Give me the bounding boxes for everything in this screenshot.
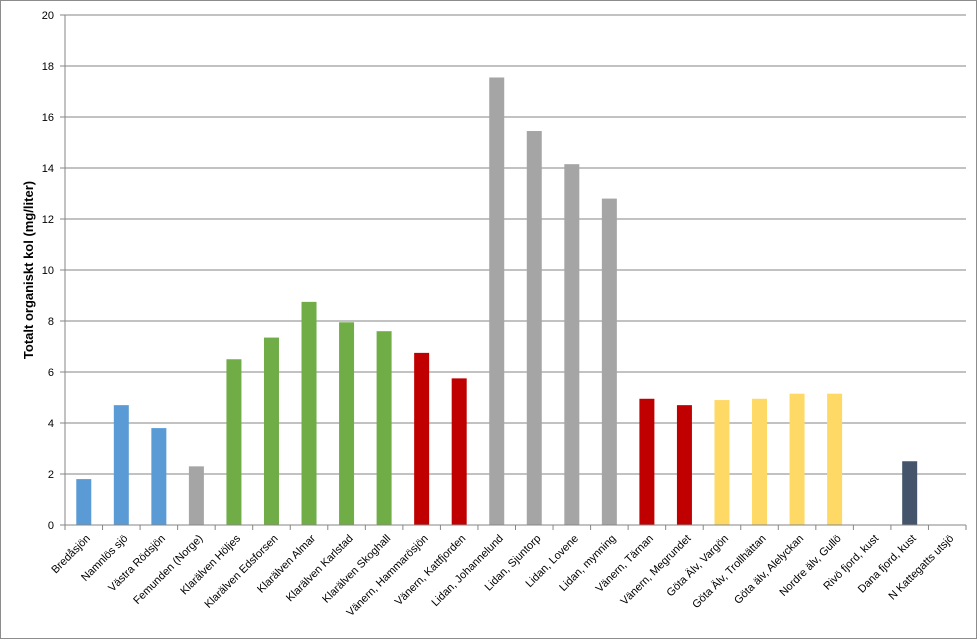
bar [752, 398, 768, 525]
bar [301, 301, 317, 525]
y-tick-label: 0 [48, 520, 54, 532]
bar [526, 131, 542, 525]
y-tick-label: 8 [48, 316, 54, 328]
y-tick-label: 6 [48, 367, 54, 379]
bar [827, 393, 843, 525]
bar [151, 428, 167, 525]
y-tick-label: 14 [42, 163, 54, 175]
bar [451, 378, 467, 525]
y-tick-labels: 0 2 4 6 8 10 12 14 16 18 20 [42, 10, 54, 532]
bar [188, 466, 204, 525]
x-tick-label: Femunden (Norge) [131, 533, 205, 607]
y-tick-label: 20 [42, 10, 54, 22]
axes [60, 14, 967, 530]
x-tick-label: Klarälven Karlstad [284, 533, 356, 605]
y-tick-label: 2 [48, 469, 54, 481]
bars [76, 77, 918, 526]
y-tick-label: 4 [48, 418, 54, 430]
bar [714, 400, 730, 525]
x-tick-label: Göta älv, Alelyckan [732, 533, 806, 607]
y-tick-label: 16 [42, 112, 54, 124]
bar [226, 359, 242, 525]
bar [113, 405, 129, 525]
bar [902, 461, 918, 525]
x-tick-label: Klarälven Edsforsen [202, 533, 280, 611]
x-tick-label: Klarälven Skoghall [320, 533, 393, 606]
x-tick-label: Göta Älv, Trollhättan [690, 533, 768, 611]
bar [263, 337, 279, 525]
bar [489, 77, 505, 525]
x-tick-label: Vänern, Megrundet [618, 533, 693, 608]
x-tick-label: N Kattegatts utsjö [886, 533, 956, 603]
y-tick-label: 18 [42, 61, 54, 73]
bar [564, 164, 580, 526]
bar [76, 479, 92, 525]
x-tick-label: Lidan, Johannelund [429, 533, 505, 609]
bar [339, 322, 355, 525]
bar [376, 331, 392, 525]
y-tick-label: 12 [42, 214, 54, 226]
bar [676, 405, 692, 525]
x-tick-label: Vänern, Kattfjorden [393, 533, 469, 609]
y-tick-label: 10 [42, 265, 54, 277]
gridlines [65, 14, 966, 475]
bar [639, 398, 655, 525]
bar [601, 198, 617, 525]
y-axis-label: Totalt organiskt kol (mg/liter) [21, 181, 36, 359]
bar [414, 352, 430, 525]
bar [789, 393, 805, 525]
